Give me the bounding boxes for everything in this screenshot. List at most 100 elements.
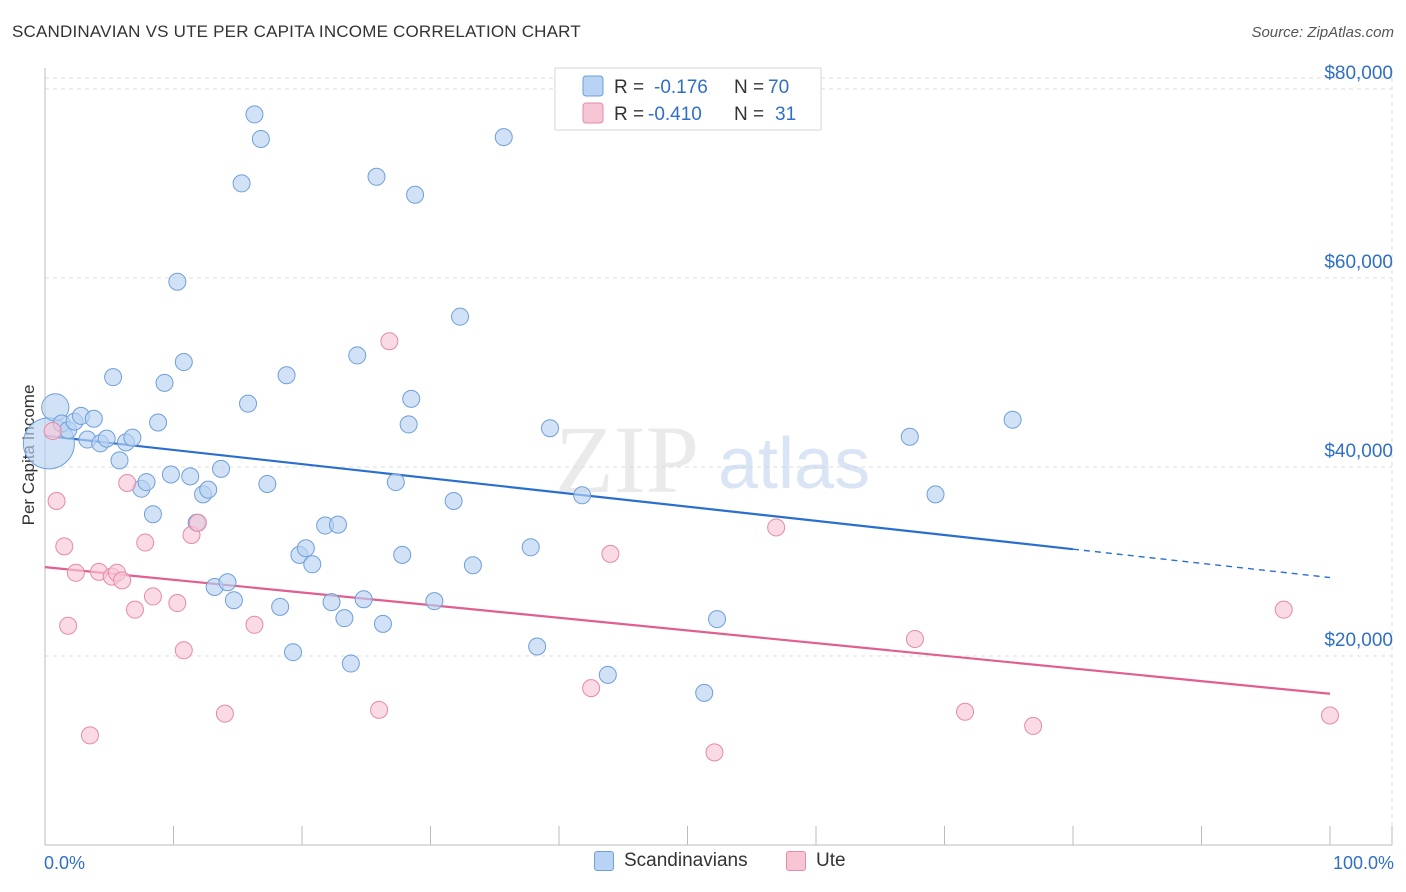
ute-point-5 bbox=[80, 726, 99, 745]
scandinavians-trend-extension bbox=[1072, 548, 1331, 579]
grid-lines bbox=[45, 70, 1393, 845]
scandinavians-point-69 bbox=[1003, 410, 1022, 429]
legend-label-scandinavians: Scandinavians bbox=[624, 850, 748, 871]
scandinavians-point-45 bbox=[341, 654, 360, 673]
scandinavians-point-63 bbox=[573, 486, 592, 505]
y-tick-label-3: $80,000 bbox=[1324, 63, 1393, 84]
scandinavians-point-13 bbox=[123, 428, 142, 447]
scandinavians-point-43 bbox=[328, 515, 347, 534]
legend-n-value-2: 31 bbox=[775, 104, 796, 125]
scandinavians-point-37 bbox=[284, 643, 303, 662]
y-tick-label-0: $20,000 bbox=[1324, 630, 1393, 651]
scandinavians-point-34 bbox=[258, 474, 277, 493]
ute-point-4 bbox=[66, 563, 85, 582]
scandinavians-point-7 bbox=[84, 409, 103, 428]
ute-point-18 bbox=[215, 704, 234, 723]
scandinavians-point-25 bbox=[199, 480, 218, 499]
ute-point-0 bbox=[43, 422, 62, 441]
scandinavians-points bbox=[22, 105, 1022, 702]
scandinavians-point-9 bbox=[97, 429, 116, 448]
scandinavians-trend-line bbox=[44, 434, 1074, 551]
scandinavians-point-44 bbox=[335, 609, 354, 628]
ute-point-28 bbox=[1024, 716, 1043, 735]
ute-point-3 bbox=[59, 616, 78, 635]
scandinavians-point-31 bbox=[239, 394, 258, 413]
scandinavians-point-55 bbox=[425, 592, 444, 611]
legend-item-ute: Ute bbox=[786, 850, 846, 872]
ute-points bbox=[43, 332, 1339, 762]
scandinavians-point-28 bbox=[218, 573, 237, 592]
ute-point-22 bbox=[582, 679, 601, 698]
scandinavians-point-35 bbox=[271, 597, 290, 616]
scandinavians-point-64 bbox=[598, 665, 617, 684]
trend-lines bbox=[44, 434, 1331, 695]
scandinavians-point-59 bbox=[494, 128, 513, 147]
legend-r-value-1: -0.176 bbox=[654, 77, 708, 98]
ute-point-17 bbox=[188, 513, 207, 532]
scandinavians-point-18 bbox=[155, 373, 174, 392]
ute-point-23 bbox=[601, 544, 620, 563]
scandinavians-point-17 bbox=[149, 413, 168, 432]
scandinavians-point-66 bbox=[708, 610, 727, 629]
legend-r-label-2: R = bbox=[614, 104, 644, 125]
scandinavians-point-48 bbox=[367, 167, 386, 186]
ute-point-11 bbox=[125, 600, 144, 619]
scandinavians-point-42 bbox=[322, 593, 341, 612]
legend-swatch-scandinavians bbox=[582, 75, 604, 97]
y-tick-label-1: $40,000 bbox=[1324, 441, 1393, 462]
watermark-atlas: atlas bbox=[718, 424, 870, 504]
ute-point-24 bbox=[705, 743, 724, 762]
ute-point-1 bbox=[47, 491, 66, 510]
ute-point-19 bbox=[245, 615, 264, 634]
legend-swatch-ute bbox=[582, 102, 604, 124]
scandinavians-point-40 bbox=[303, 555, 322, 574]
scandinavians-point-39 bbox=[296, 539, 315, 558]
ute-point-15 bbox=[174, 641, 193, 660]
scandinavians-point-19 bbox=[161, 465, 180, 484]
scandinavians-point-49 bbox=[373, 614, 392, 633]
scandinavians-point-57 bbox=[451, 307, 470, 326]
scandinavians-point-33 bbox=[251, 129, 270, 148]
scandinavians-point-20 bbox=[168, 272, 187, 291]
scandinavians-point-46 bbox=[348, 346, 367, 365]
ute-trend-line bbox=[44, 566, 1331, 695]
scandinavians-point-10 bbox=[104, 368, 123, 387]
scandinavians-point-11 bbox=[110, 451, 129, 470]
scandinavians-point-51 bbox=[393, 545, 412, 564]
y-tick-labels: $20,000 $40,000 $60,000 $80,000 bbox=[1324, 63, 1393, 651]
ute-point-20 bbox=[370, 700, 389, 719]
ute-point-30 bbox=[1321, 706, 1339, 725]
scandinavians-point-56 bbox=[444, 491, 463, 510]
scandinavians-point-65 bbox=[695, 683, 714, 702]
scandinavians-point-30 bbox=[232, 174, 251, 193]
scandinavians-point-60 bbox=[521, 538, 540, 557]
legend-swatch-scandinavians-bottom bbox=[594, 851, 614, 871]
scandinavians-point-21 bbox=[174, 353, 193, 372]
ute-point-25 bbox=[767, 518, 786, 537]
scandinavians-point-27 bbox=[212, 459, 231, 478]
ute-point-2 bbox=[55, 537, 74, 556]
ute-point-13 bbox=[143, 587, 162, 606]
scandinavians-point-61 bbox=[528, 637, 547, 656]
ute-point-27 bbox=[956, 702, 975, 721]
scandinavians-point-53 bbox=[402, 389, 421, 408]
scandinavians-point-29 bbox=[224, 591, 243, 610]
legend-item-scandinavians: Scandinavians bbox=[594, 850, 748, 872]
ute-point-12 bbox=[136, 533, 155, 552]
ute-point-14 bbox=[168, 594, 187, 613]
scandinavians-point-52 bbox=[399, 415, 418, 434]
ute-point-10 bbox=[118, 474, 137, 493]
x-tick-label-start: 0.0% bbox=[44, 853, 85, 873]
legend-n-label-1: N = bbox=[734, 77, 764, 98]
chart-source: Source: ZipAtlas.com bbox=[1251, 24, 1394, 41]
legend-n-value-1: 70 bbox=[768, 77, 789, 98]
legend-n-label-2: N = bbox=[734, 104, 764, 125]
ute-point-29 bbox=[1274, 600, 1293, 619]
ute-point-9 bbox=[113, 571, 132, 590]
scandinavians-point-16 bbox=[143, 505, 162, 524]
x-tick-label-end: 100.0% bbox=[1333, 853, 1394, 873]
scandinavians-point-62 bbox=[541, 419, 560, 438]
scandinavians-point-32 bbox=[245, 105, 264, 124]
y-tick-label-2: $60,000 bbox=[1324, 252, 1393, 273]
